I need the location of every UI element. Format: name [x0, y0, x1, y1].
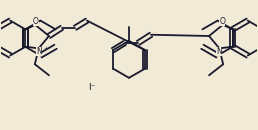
Text: I⁻: I⁻	[88, 83, 95, 92]
Text: N: N	[36, 47, 42, 56]
Text: N: N	[216, 47, 222, 56]
Text: +: +	[43, 46, 49, 51]
Text: O: O	[33, 17, 38, 26]
Text: O: O	[220, 17, 225, 26]
